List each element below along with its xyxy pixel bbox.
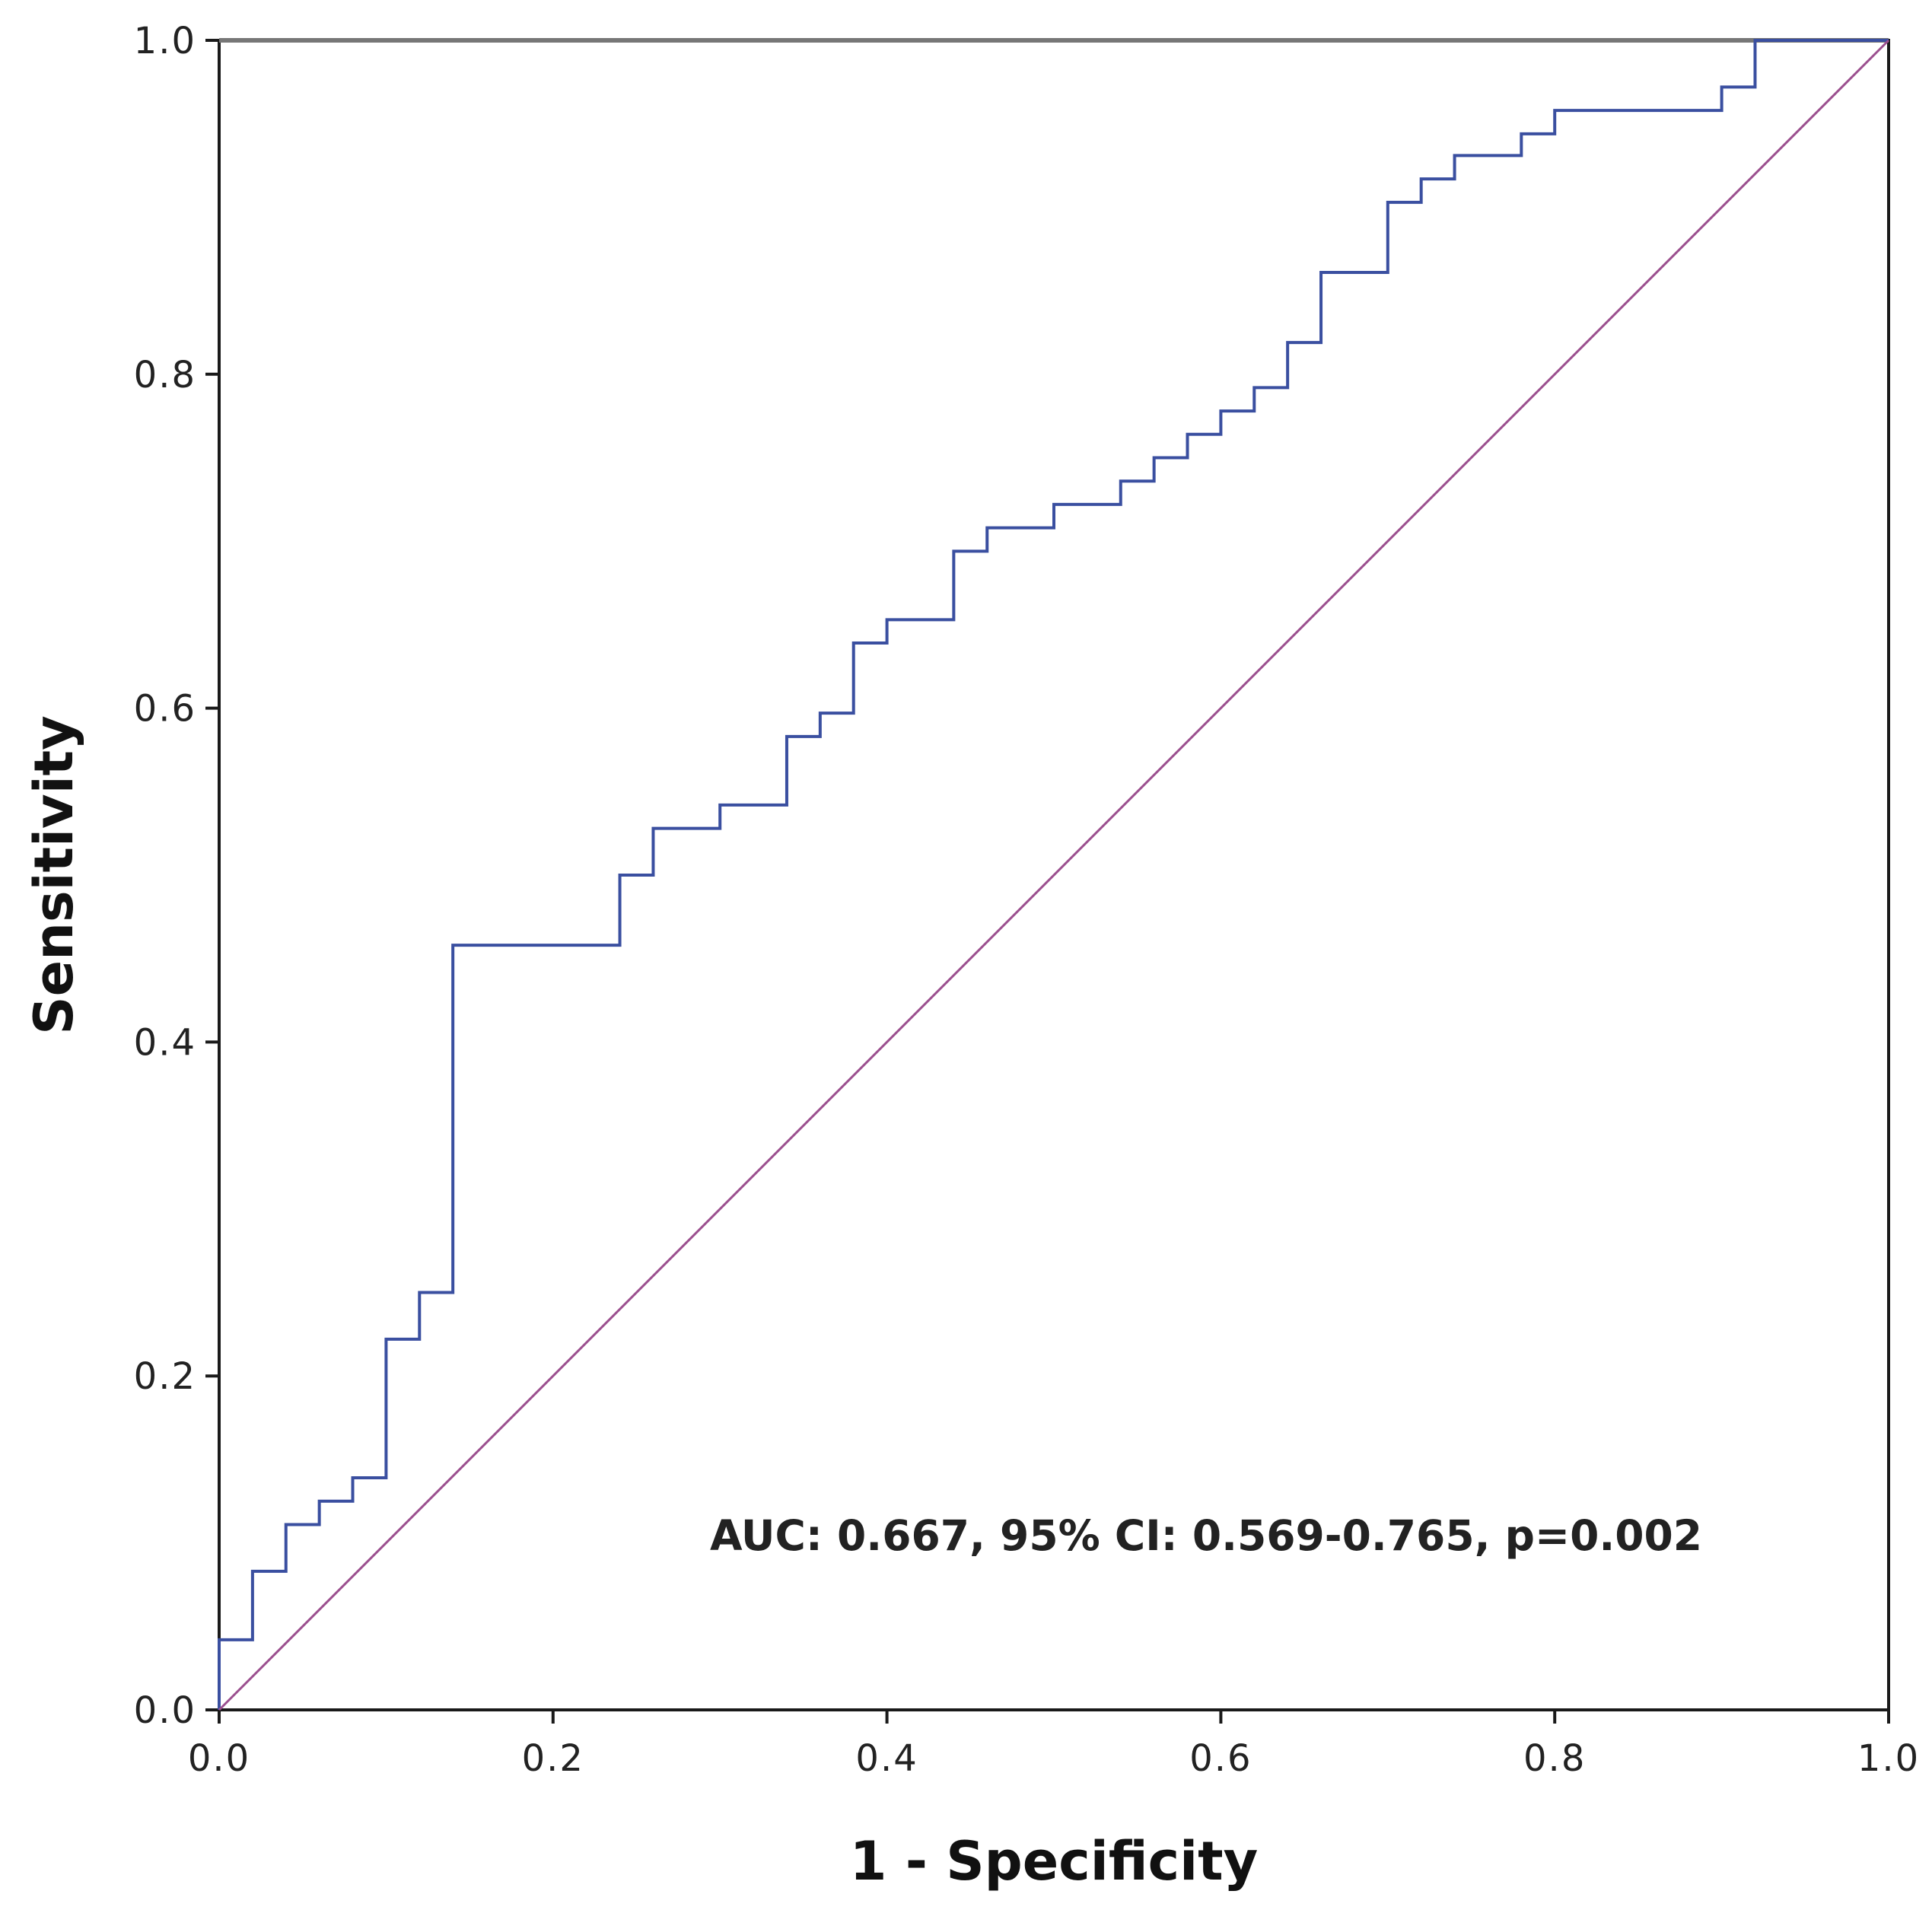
auc-annotation: AUC: 0.667, 95% CI: 0.569-0.765, p=0.002 — [710, 1511, 1702, 1560]
roc-curve-line — [218, 39, 1889, 1710]
y-axis-title: Sensitivity — [23, 715, 85, 1035]
y-tick-label: 0.4 — [134, 1021, 196, 1064]
x-tick-label: 0.4 — [855, 1737, 918, 1780]
x-axis-ticks: 0.0 0.2 0.4 0.6 0.8 1.0 — [188, 1710, 1920, 1780]
x-tick-label: 0.2 — [522, 1737, 584, 1780]
y-tick-label: 0.0 — [134, 1689, 196, 1732]
y-tick-label: 0.2 — [134, 1355, 196, 1398]
x-tick-label: 0.6 — [1189, 1737, 1252, 1780]
reference-line-line — [218, 39, 1890, 1711]
x-tick-label: 0.8 — [1523, 1737, 1586, 1780]
series-layer — [218, 39, 1890, 1711]
y-axis-ticks: 0.0 0.2 0.4 0.6 0.8 1.0 — [134, 20, 219, 1732]
y-tick-label: 1.0 — [134, 20, 196, 62]
x-axis-title: 1 - Specificity — [850, 1830, 1258, 1892]
y-tick-label: 0.6 — [134, 688, 196, 731]
y-tick-label: 0.8 — [134, 354, 196, 396]
x-tick-label: 1.0 — [1857, 1737, 1920, 1780]
x-tick-label: 0.0 — [188, 1737, 250, 1780]
